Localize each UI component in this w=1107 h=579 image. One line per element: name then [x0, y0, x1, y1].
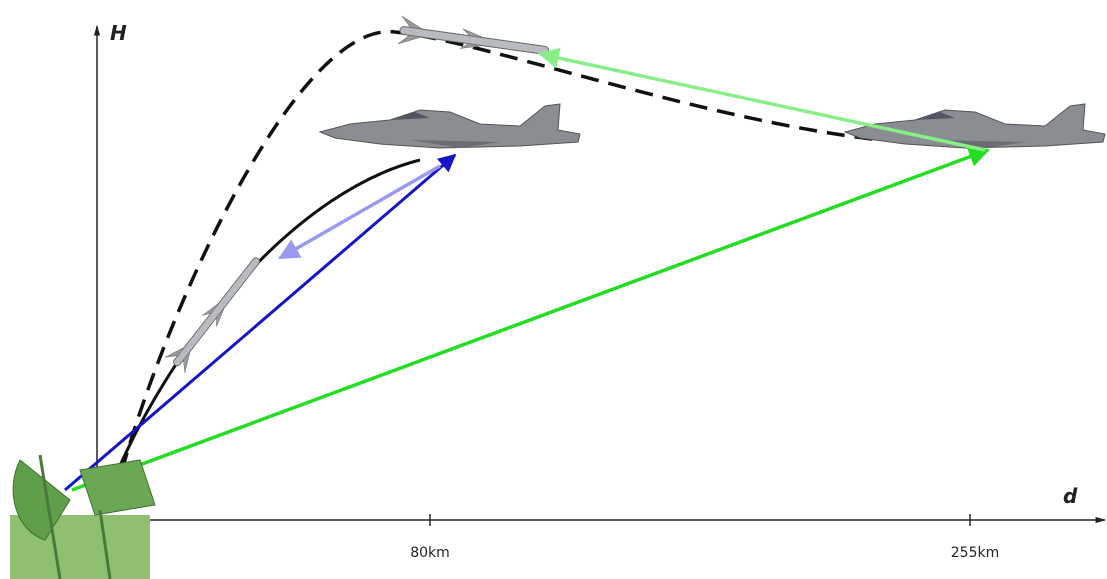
tick-label: 80km — [410, 545, 450, 561]
x-axis-label: d — [1063, 484, 1078, 508]
missile-vector-far — [540, 54, 985, 150]
far-trajectory — [122, 32, 880, 470]
radar-beam-near — [65, 155, 455, 490]
missile-far — [398, 16, 550, 65]
tick-label: 255km — [951, 545, 999, 561]
target-plane-near — [320, 104, 580, 148]
missile-vector-near — [280, 166, 440, 258]
diagram: H d 80km 255km — [0, 0, 1107, 579]
radar-station — [10, 455, 155, 579]
target-plane-far — [845, 104, 1105, 148]
missile-near — [165, 251, 268, 373]
page: H d 80km 255km (() => { const data = JSO… — [0, 0, 1107, 579]
y-axis-label: H — [110, 21, 127, 45]
